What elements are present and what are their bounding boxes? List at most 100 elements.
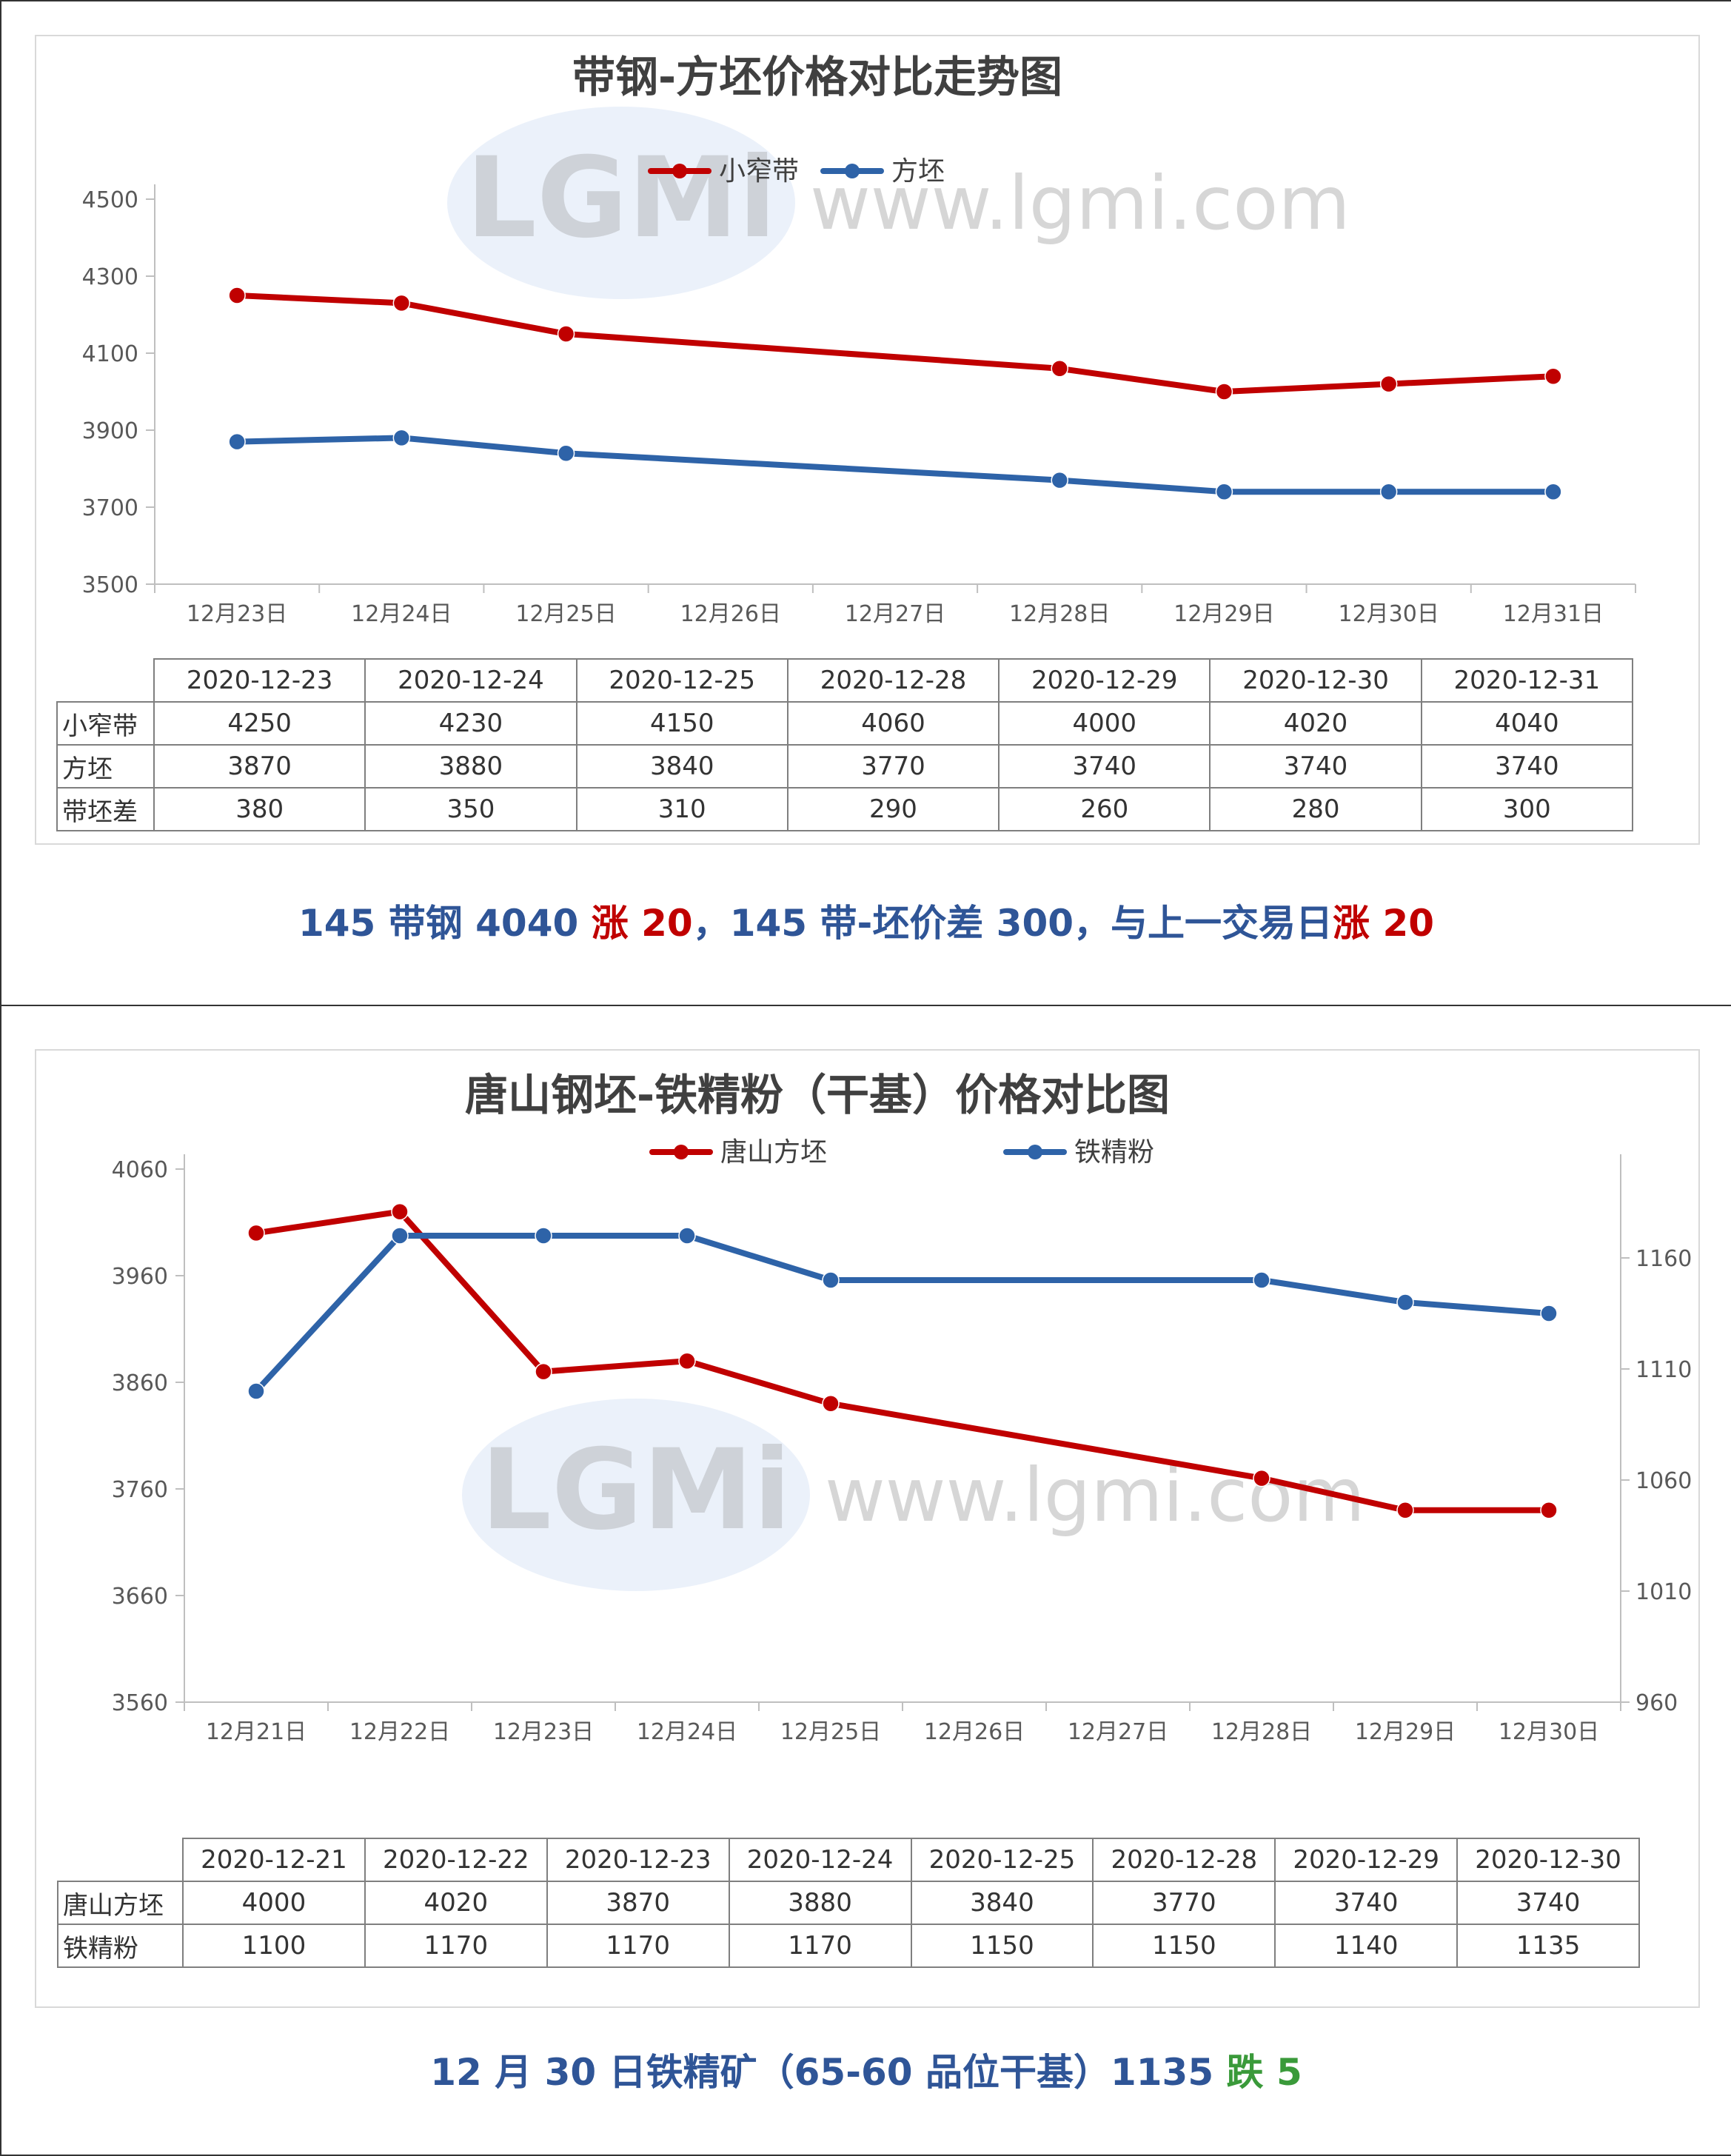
x-tick-label: 12月29日 [1355,1719,1456,1745]
y-tick-label: 3860 [112,1370,168,1396]
data-point [822,1395,840,1413]
table-cell: 4040 [1420,701,1634,746]
x-tick-label: 12月22日 [349,1719,450,1745]
table-cell: 3870 [546,1881,730,1925]
x-tick-label: 12月21日 [206,1719,307,1745]
data-point [1051,360,1068,378]
table-header-cell: 2020-12-25 [910,1838,1094,1882]
table-header-cell: 2020-12-24 [364,658,577,703]
table-header-cell: 2020-12-24 [728,1838,912,1882]
data-point [1396,1293,1414,1311]
chart-title: 唐山钢坯-铁精粉（干基）价格对比图 [465,1070,1170,1120]
table-cell: 3870 [153,744,366,789]
table-header-cell: 2020-12-30 [1209,658,1422,703]
y-tick-label: 3960 [112,1264,168,1290]
table-cell: 4000 [998,701,1211,746]
watermark-url-text: www.lgmi.com [825,1452,1365,1539]
table-cell: 4250 [153,701,366,746]
table-cell: 310 [575,787,789,831]
table-header-cell: 2020-12-25 [575,658,789,703]
y-tick-label: 3660 [112,1584,168,1610]
x-tick-label: 12月28日 [1211,1719,1312,1745]
data-point [535,1362,552,1381]
legend-marker-1 [674,1145,689,1159]
caption-change: 跌 5 [1226,2051,1302,2094]
table-cell: 3740 [1456,1881,1640,1925]
table-cell: 3740 [1209,744,1422,789]
legend-marker-2 [1028,1145,1042,1159]
data-point [557,325,575,343]
x-tick-label: 12月31日 [1503,601,1604,627]
table-cell: 3840 [910,1881,1094,1925]
table-cell: 290 [786,787,1000,831]
data-point [1544,483,1562,500]
billet-iron-concentrate-panel: 唐山钢坯-铁精粉（干基）价格对比图 LGMi www.lgmi.com 3560 366… [0,1005,1731,2156]
data-point [1379,483,1398,500]
table-header-cell: 2020-12-22 [364,1838,548,1882]
row-label: 带坯差 [56,787,155,831]
y-right-tick-label: 1010 [1635,1579,1692,1605]
series-line-1 [234,292,1556,395]
caption-text: 12 月 30 日铁精矿（65-60 品位干基）1135 [430,2051,1227,2094]
table-cell: 380 [153,787,366,831]
x-tick-label: 12月30日 [1499,1719,1599,1745]
table-cell: 1170 [728,1924,912,1968]
series-line-2 [234,435,1556,495]
table-cell: 300 [1420,787,1634,831]
x-tick-label: 12月27日 [845,601,945,627]
y-tick-label: 4100 [82,341,138,367]
data-point [392,429,411,447]
data-point [1544,367,1562,385]
data-point [391,1227,409,1245]
table-header-cell: 2020-12-29 [1274,1838,1459,1882]
table-cell: 260 [998,787,1211,831]
data-point [228,432,246,451]
strip-billet-line-chart: 带钢-方坯价格对比走势图 LGMi www.lgmi.com 3500 3700 3900… [82,52,1636,627]
table-cell: 3740 [998,744,1211,789]
x-tick-label: 12月28日 [1009,601,1110,627]
watermark-url-text: www.lgmi.com [810,160,1350,247]
table-header-cell: 2020-12-28 [1092,1838,1276,1882]
table-header-cell: 2020-12-31 [1420,658,1634,703]
row-label: 唐山方坯 [57,1881,184,1925]
caption-text: ，145 带-坯价差 300，与上一交易日 [692,902,1333,945]
table-row: 小窄带 4250 4230 4150 4060 4000 4020 4040 [56,701,1634,746]
data-point [1396,1502,1414,1519]
table-header-cell: 2020-12-23 [153,658,366,703]
row-label: 小窄带 [56,701,155,746]
x-tick-label: 12月23日 [187,601,287,627]
data-point [1253,1469,1270,1487]
table-cell: 3840 [575,744,789,789]
table-header-row: 2020-12-23 2020-12-24 2020-12-25 2020-12… [57,658,1634,703]
table-cell: 1140 [1274,1924,1459,1968]
caption-text: 145 带钢 4040 [298,902,592,945]
table-cell: 1135 [1456,1924,1640,1968]
billet-iron-data-table: 2020-12-21 2020-12-22 2020-12-23 2020-12… [57,1838,1640,1968]
chart-frame: 带钢-方坯价格对比走势图 LGMi www.lgmi.com 3500 3700 3900… [35,35,1700,845]
table-row: 带坯差 380 350 310 290 260 280 300 [56,787,1634,831]
legend-label-1: 唐山方坯 [720,1137,827,1168]
data-point [1253,1271,1270,1289]
x-tick-label: 12月26日 [924,1719,1025,1745]
table-cell: 3880 [364,744,577,789]
y-tick-label: 4060 [112,1157,168,1183]
legend-marker-2 [845,164,860,178]
y-tick-label: 3760 [112,1477,168,1503]
y-right-tick-label: 1060 [1635,1468,1692,1494]
table-cell: 1150 [910,1924,1094,1968]
legend-label-1: 小窄带 [719,156,799,187]
data-point [535,1227,552,1245]
data-point [822,1271,840,1289]
watermark-logo-text: LGMi [481,1426,791,1555]
table-cell: 1170 [546,1924,730,1968]
watermark-logo-ellipse [447,107,795,299]
data-point [228,287,246,304]
table-corner [58,1838,184,1882]
table-header-cell: 2020-12-30 [1456,1838,1640,1882]
table-cell: 3880 [728,1881,912,1925]
row-label: 铁精粉 [57,1924,184,1968]
data-point [1540,1502,1558,1519]
y-tick-label: 3500 [82,572,138,598]
table-cell: 1170 [364,1924,548,1968]
strip-billet-data-table: 2020-12-23 2020-12-24 2020-12-25 2020-12… [56,658,1634,831]
